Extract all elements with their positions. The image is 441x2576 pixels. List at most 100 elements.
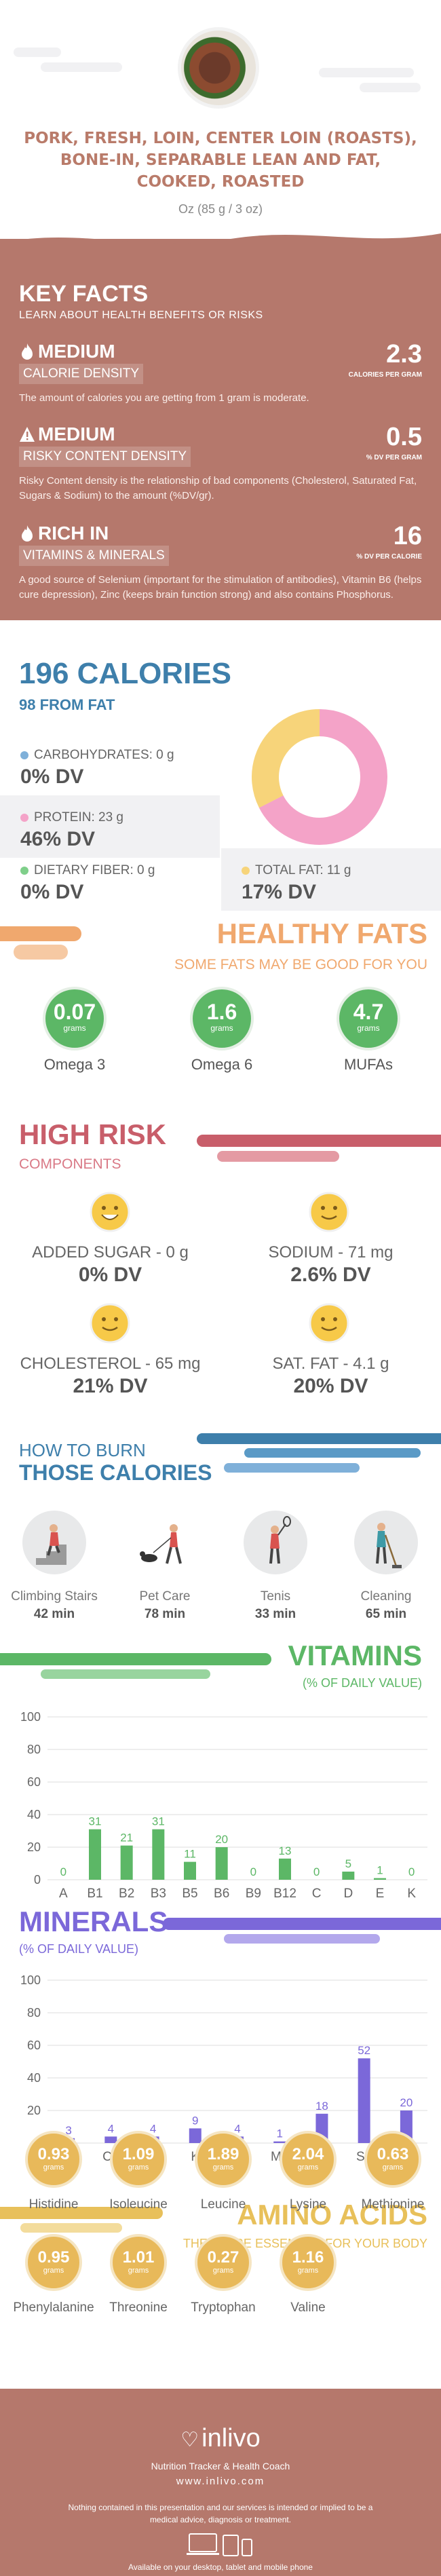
- key-fact-level: RICH IN: [38, 523, 109, 544]
- data-label: 20: [400, 2096, 413, 2109]
- data-label: 1: [377, 1864, 383, 1877]
- key-fact-label: CALORIE DENSITY: [19, 364, 144, 384]
- fat-name: Omega 6: [191, 1056, 253, 1073]
- amino-acid-name: Lysine: [289, 2197, 327, 2212]
- activity-name: Pet Care: [139, 1589, 191, 1604]
- high-risk-subtitle: COMPONENTS: [19, 1156, 121, 1172]
- key-fact-unit: % DV PER CALORIE: [356, 553, 422, 561]
- legend-dot: [20, 814, 28, 822]
- decor-bar: [0, 2207, 163, 2219]
- data-label: 0: [408, 1865, 415, 1878]
- amino-acid-name: Tryptophan: [191, 2300, 256, 2315]
- risk-dv: 0% DV: [78, 1264, 142, 1286]
- x-tick-label: B6: [214, 1887, 229, 1901]
- decor-bar: [217, 1151, 339, 1162]
- food-photo: [178, 27, 259, 109]
- key-facts-subtitle: LEARN ABOUT HEALTH BENEFITS OR RISKS: [19, 309, 263, 321]
- smile-face-icon: [309, 1192, 349, 1232]
- mop-icon: [354, 1511, 418, 1574]
- nutrient-fat: TOTAL FAT: 11 g 17% DV: [221, 848, 441, 911]
- key-fact-level: MEDIUM: [38, 423, 115, 444]
- decor-streak: [360, 83, 421, 92]
- amino-acid-grams: 1.01: [122, 2248, 155, 2267]
- data-label: 5: [345, 1857, 351, 1870]
- data-label: 0: [250, 1865, 256, 1878]
- amino-acid-name: Phenylalanine: [13, 2300, 94, 2315]
- amino-acid-grams: 0.95: [37, 2248, 70, 2267]
- nutrient-carbohydrates: CARBOHYDRATES: 0 g 0% DV: [0, 733, 220, 795]
- risk-name: SODIUM - 71 mg: [268, 1243, 394, 1262]
- decor-streak: [14, 48, 61, 57]
- risk-name: ADDED SUGAR - 0 g: [32, 1243, 189, 1262]
- calories-title: 196 CALORIES: [19, 657, 231, 690]
- decor-bar: [0, 1653, 271, 1665]
- vitamin-bar-B12: [279, 1858, 291, 1880]
- decor-streak: [41, 62, 122, 72]
- fat-name: Omega 3: [43, 1056, 106, 1073]
- vitamin-bar-B5: [184, 1861, 196, 1880]
- amino-acid-name: Methionine: [361, 2197, 425, 2212]
- decor-streak: [319, 68, 414, 77]
- devices-icon: [187, 2533, 252, 2556]
- decor-bar: [224, 1463, 360, 1473]
- amino-acid-value: 0.27 grams: [195, 2234, 252, 2291]
- amino-acid-grams: 0.93: [37, 2145, 70, 2163]
- fat-value: 0.07: [53, 1000, 96, 1024]
- fat-unit: grams: [357, 1023, 380, 1033]
- flame-icon: [22, 525, 33, 542]
- y-tick-label: 80: [27, 2006, 41, 2020]
- healthy-fats-subtitle: SOME FATS MAY BE GOOD FOR YOU: [174, 957, 427, 972]
- activity-minutes: 33 min: [254, 1607, 296, 1621]
- amino-acid-grams: 1.09: [122, 2145, 155, 2163]
- decor-bar: [163, 1918, 441, 1930]
- nutrient-label: TOTAL FAT: 11 g: [255, 863, 351, 877]
- vitamin-bar-B3: [152, 1829, 165, 1880]
- amino-acid-unit: grams: [128, 2267, 149, 2275]
- amino-acid-value: 1.01 grams: [110, 2234, 167, 2291]
- disclaimer: Nothing contained in this presentation a…: [68, 2503, 373, 2524]
- amino-acid-value: 1.89 grams: [195, 2131, 252, 2188]
- key-fact-risky-density: MEDIUM RISKY CONTENT DENSITY 0.5 % DV PE…: [19, 423, 422, 504]
- data-label: 4: [108, 2122, 114, 2135]
- x-tick-label: A: [59, 1887, 68, 1901]
- brand-logo[interactable]: ♡ inlivo: [0, 2424, 441, 2453]
- minerals-subtitle: (% OF DAILY VALUE): [19, 1942, 139, 1956]
- y-tick-label: 60: [27, 2039, 41, 2052]
- fat-unit: grams: [210, 1023, 233, 1033]
- nutrient-label: PROTEIN: 23 g: [34, 810, 123, 825]
- food-title: PORK, FRESH, LOIN, CENTER LOIN (ROASTS),…: [24, 130, 417, 191]
- amino-acid-value: 2.04 grams: [280, 2131, 337, 2188]
- burn-title-line2: THOSE CALORIES: [19, 1460, 212, 1485]
- data-label: 0: [60, 1865, 66, 1878]
- risk-name: CHOLESTEROL - 65 mg: [20, 1355, 201, 1373]
- brand-url[interactable]: www.inlivo.com: [176, 2476, 265, 2487]
- activity-name: Tenis: [260, 1589, 291, 1604]
- amino-acids-title: AMINO ACIDS: [237, 2199, 427, 2231]
- warning-icon: [20, 427, 35, 442]
- amino-acid-grams: 2.04: [292, 2145, 324, 2163]
- amino-acid-grams: 0.27: [207, 2248, 239, 2267]
- x-tick-label: B2: [119, 1887, 134, 1901]
- fat-name: MUFAs: [343, 1056, 394, 1073]
- mineral-bar-Se: [358, 2058, 370, 2143]
- smile-face-icon: [309, 1303, 349, 1344]
- amino-acid-grams: 1.89: [207, 2145, 239, 2163]
- brand-tagline: Nutrition Tracker & Health Coach: [151, 2461, 290, 2471]
- vitamins-subtitle: (% OF DAILY VALUE): [302, 1676, 422, 1690]
- amino-acid-grams: 0.63: [377, 2145, 409, 2163]
- smile-face-icon: [90, 1303, 130, 1344]
- amino-acids-subtitle: THESE ARE ESSENTIAL FOR YOUR BODY: [183, 2237, 427, 2250]
- y-tick-label: 20: [27, 2104, 41, 2117]
- key-fact-description: A good source of Selenium (important for…: [19, 574, 422, 601]
- mineral-bar-K: [189, 2128, 202, 2143]
- brand-name: inlivo: [202, 2424, 261, 2452]
- vitamin-bar-B2: [120, 1845, 133, 1880]
- amino-acid-unit: grams: [297, 2163, 319, 2172]
- key-fact-vitamins-minerals: RICH IN VITAMINS & MINERALS 16 % DV PER …: [19, 523, 422, 603]
- x-tick-label: B9: [246, 1887, 261, 1901]
- data-label: 13: [279, 1844, 292, 1857]
- flame-icon: [22, 343, 33, 360]
- data-label: 21: [120, 1832, 133, 1844]
- availability-text: Available on your desktop, tablet and mo…: [128, 2562, 313, 2572]
